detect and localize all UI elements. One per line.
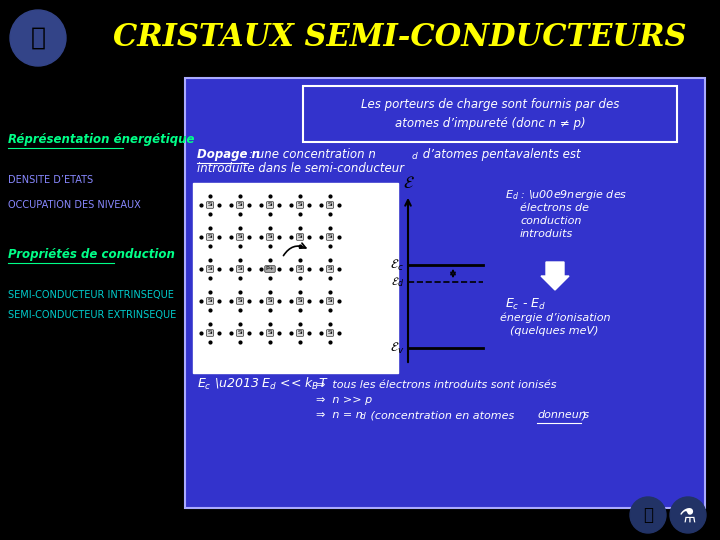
- FancyBboxPatch shape: [185, 78, 705, 508]
- Text: Si: Si: [327, 299, 333, 303]
- Text: Si: Si: [327, 330, 333, 335]
- Circle shape: [670, 497, 706, 533]
- Text: ⇒  n = n: ⇒ n = n: [316, 410, 363, 420]
- Text: Si: Si: [207, 267, 213, 272]
- Text: Dopage n: Dopage n: [197, 148, 260, 161]
- FancyBboxPatch shape: [303, 86, 677, 142]
- Text: d: d: [360, 412, 366, 421]
- Text: SEMI-CONDUCTEUR INTRINSEQUE: SEMI-CONDUCTEUR INTRINSEQUE: [8, 290, 174, 300]
- Text: $\mathcal{E}_c$: $\mathcal{E}_c$: [390, 258, 404, 273]
- Text: Propriétés de conduction: Propriétés de conduction: [8, 248, 175, 261]
- Text: Si: Si: [297, 267, 303, 272]
- Text: ⚗: ⚗: [679, 507, 697, 525]
- Circle shape: [10, 10, 66, 66]
- Text: Réprésentation énergétique: Réprésentation énergétique: [8, 133, 194, 146]
- Text: 🌍: 🌍: [643, 506, 653, 524]
- Text: Si: Si: [327, 202, 333, 207]
- Text: $E_c$ - $E_d$: $E_c$ - $E_d$: [505, 297, 546, 312]
- Text: SEMI-CONDUCTEUR EXTRINSEQUE: SEMI-CONDUCTEUR EXTRINSEQUE: [8, 310, 176, 320]
- Text: électrons de: électrons de: [520, 203, 589, 213]
- Text: Si: Si: [327, 267, 333, 272]
- Text: ): ): [582, 410, 586, 420]
- FancyArrow shape: [541, 262, 569, 290]
- Text: Si: Si: [237, 202, 243, 207]
- Text: Si: Si: [297, 202, 303, 207]
- Text: Si: Si: [207, 299, 213, 303]
- Text: d’atomes pentavalents est: d’atomes pentavalents est: [419, 148, 580, 161]
- Text: $\mathcal{E}$: $\mathcal{E}$: [403, 174, 415, 192]
- Text: Si: Si: [207, 202, 213, 207]
- Text: ⇒  tous les électrons introduits sont ionisés: ⇒ tous les électrons introduits sont ion…: [316, 380, 557, 390]
- Text: Si: Si: [237, 267, 243, 272]
- Text: introduite dans le semi-conducteur: introduite dans le semi-conducteur: [197, 162, 404, 175]
- Text: $\mathcal{E}_v$: $\mathcal{E}_v$: [390, 340, 404, 355]
- Text: Les porteurs de charge sont fournis par des
atomes d’impureté (donc n ≠ p): Les porteurs de charge sont fournis par …: [361, 98, 619, 130]
- Text: Si: Si: [207, 234, 213, 240]
- Text: Si: Si: [267, 234, 273, 240]
- Text: Si: Si: [297, 330, 303, 335]
- Text: Si: Si: [237, 330, 243, 335]
- Text: $E_d$ : \u00e9nergie des: $E_d$ : \u00e9nergie des: [505, 188, 627, 202]
- Text: Si: Si: [297, 234, 303, 240]
- Text: Si: Si: [237, 234, 243, 240]
- Text: Si: Si: [237, 299, 243, 303]
- Text: énergie d’ionisation: énergie d’ionisation: [500, 313, 611, 323]
- Text: $\mathcal{E}_d$: $\mathcal{E}_d$: [391, 275, 404, 289]
- Text: : une concentration n: : une concentration n: [249, 148, 376, 161]
- Text: introduits: introduits: [520, 229, 573, 239]
- Text: $E_c$ \u2013 $E_d$ << $k_B T$: $E_c$ \u2013 $E_d$ << $k_B T$: [197, 376, 329, 392]
- Text: Si: Si: [297, 299, 303, 303]
- Text: 🌍: 🌍: [30, 26, 45, 50]
- Text: donneurs: donneurs: [537, 410, 589, 420]
- Circle shape: [630, 497, 666, 533]
- Text: P+: P+: [266, 267, 274, 272]
- FancyBboxPatch shape: [193, 183, 398, 373]
- Text: (quelques meV): (quelques meV): [510, 326, 598, 336]
- Text: Si: Si: [267, 202, 273, 207]
- Text: Si: Si: [327, 234, 333, 240]
- Text: OCCUPATION DES NIVEAUX: OCCUPATION DES NIVEAUX: [8, 200, 140, 210]
- Text: CRISTAUX SEMI-CONDUCTEURS: CRISTAUX SEMI-CONDUCTEURS: [113, 23, 687, 53]
- Text: d: d: [412, 152, 418, 161]
- Text: ⇒  n >> p: ⇒ n >> p: [316, 395, 372, 405]
- Text: DENSITE D’ETATS: DENSITE D’ETATS: [8, 175, 93, 185]
- Text: Si: Si: [207, 330, 213, 335]
- Text: conduction: conduction: [520, 216, 581, 226]
- Text: Si: Si: [267, 299, 273, 303]
- Text: Si: Si: [267, 330, 273, 335]
- Text: (concentration en atomes: (concentration en atomes: [367, 410, 518, 420]
